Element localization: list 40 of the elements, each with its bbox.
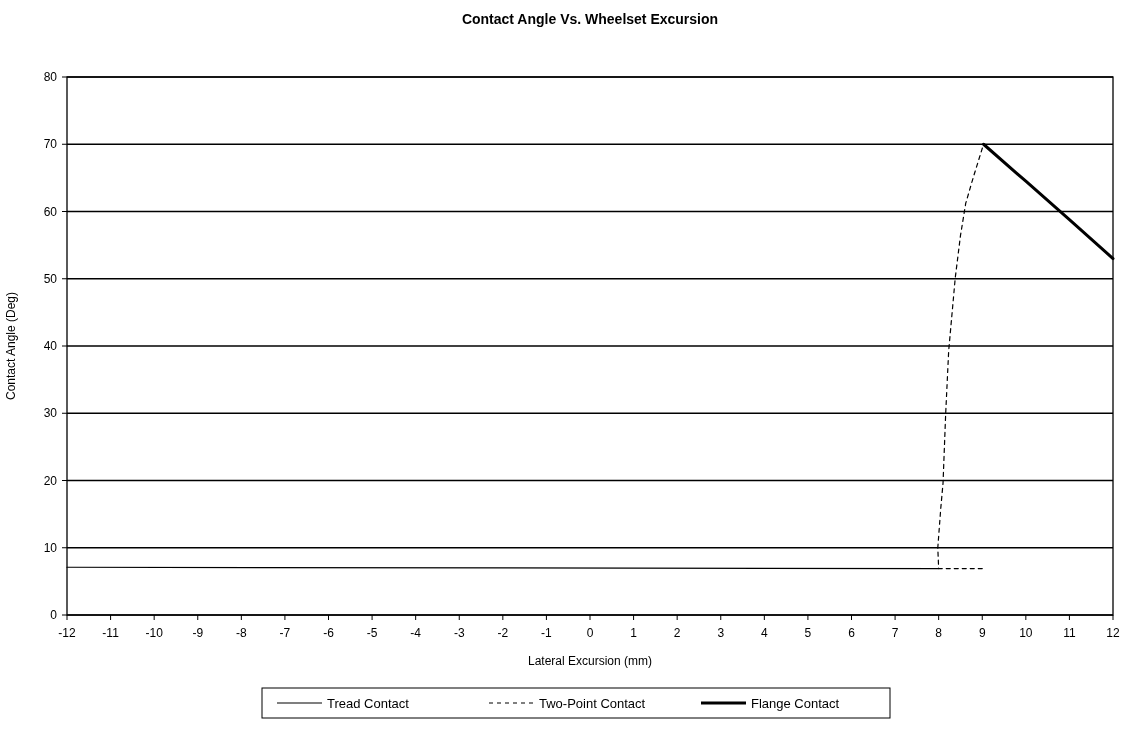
legend-label: Two-Point Contact <box>539 695 646 711</box>
chart-title: Contact Angle Vs. Wheelset Excursion <box>461 11 719 27</box>
x-tick-label: -5 <box>366 626 378 640</box>
x-tick-label: -10 <box>145 626 164 640</box>
x-tick-label: -9 <box>192 626 204 640</box>
y-tick-label: 40 <box>43 339 58 354</box>
x-tick-label: 4 <box>760 626 768 640</box>
x-tick-label: -11 <box>102 626 120 640</box>
y-tick-label: 70 <box>43 137 58 152</box>
y-tick-label: 50 <box>43 271 58 286</box>
x-tick-label: 9 <box>978 626 986 640</box>
y-tick-label: 60 <box>43 204 58 219</box>
x-tick-label: -1 <box>541 626 553 640</box>
x-tick-label: -4 <box>410 626 422 640</box>
x-tick-label: 6 <box>848 626 856 640</box>
x-tick-label: 0 <box>586 626 594 640</box>
y-tick-label: 20 <box>43 473 58 488</box>
x-tick-label: 12 <box>1106 626 1120 640</box>
x-tick-label: 10 <box>1019 626 1033 640</box>
x-tick-label: -3 <box>453 626 465 640</box>
x-tick-label: -8 <box>236 626 247 640</box>
y-tick-label: 0 <box>50 608 58 623</box>
legend-label: Tread Contact <box>327 695 410 711</box>
x-tick-label: -2 <box>497 626 509 640</box>
x-tick-label: -6 <box>323 626 335 640</box>
x-tick-label: 3 <box>717 626 725 640</box>
x-tick-label: -7 <box>279 626 291 640</box>
x-tick-label: 7 <box>891 626 899 640</box>
y-tick-label: 30 <box>43 406 58 421</box>
x-tick-label: 5 <box>804 626 812 640</box>
x-tick-label: 8 <box>935 626 943 640</box>
x-tick-label: 2 <box>673 626 681 640</box>
x-tick-label: -12 <box>58 626 76 640</box>
y-tick-label: 80 <box>43 70 58 85</box>
x-tick-label: 11 <box>1063 626 1076 640</box>
y-axis-title: Contact Angle (Deg) <box>4 291 18 401</box>
x-tick-label: 1 <box>630 626 638 640</box>
y-tick-label: 10 <box>43 540 58 555</box>
x-axis-title: Lateral Excursion (mm) <box>527 654 653 668</box>
legend-label: Flange Contact <box>751 695 840 711</box>
